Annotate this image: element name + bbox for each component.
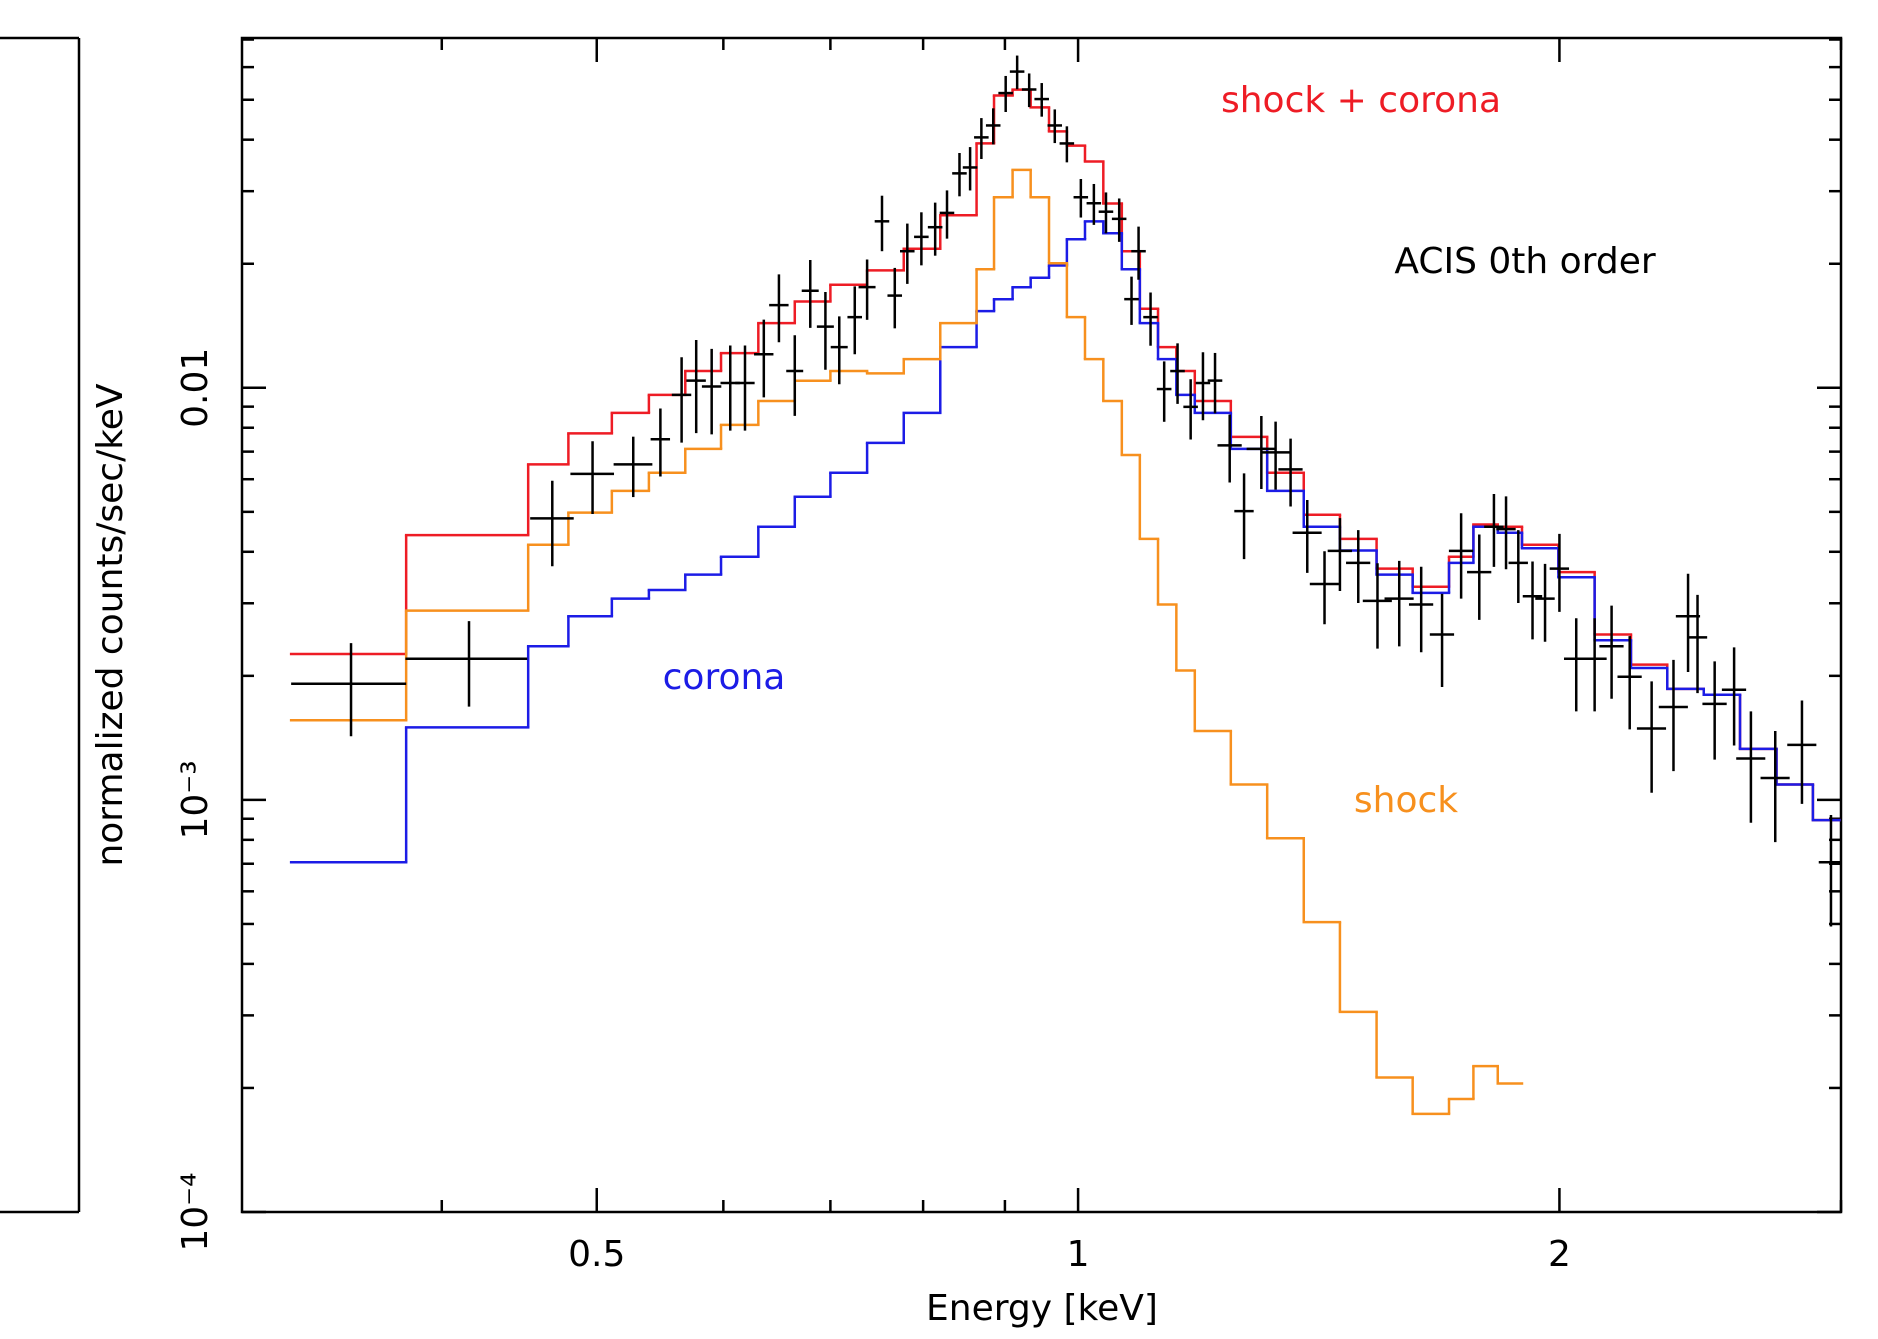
x-tick-label: 1 xyxy=(1067,1234,1090,1275)
model-series xyxy=(289,88,1841,822)
series-label: shock xyxy=(1354,780,1458,821)
data-points xyxy=(291,55,1841,927)
y-axis-label: normalized counts/sec/keV xyxy=(90,383,131,866)
model-series xyxy=(289,220,1841,864)
x-tick-label: 2 xyxy=(1548,1234,1571,1275)
neighbor-panel-frame xyxy=(0,36,81,1214)
plot-area xyxy=(289,55,1841,1116)
plot-frame xyxy=(240,36,1843,1214)
x-tick-label: 0.5 xyxy=(568,1234,625,1275)
x-axis-label: Energy [keV] xyxy=(926,1288,1158,1329)
y-tick-label: 10⁻⁴ xyxy=(175,1172,216,1251)
y-tick-label: 10⁻³ xyxy=(175,760,216,839)
model-series xyxy=(289,168,1524,1116)
series-label: corona xyxy=(663,657,786,698)
annotation: ACIS 0th order xyxy=(1394,241,1656,282)
y-tick-label: 0.01 xyxy=(175,348,216,428)
series-label: shock + corona xyxy=(1221,80,1501,121)
